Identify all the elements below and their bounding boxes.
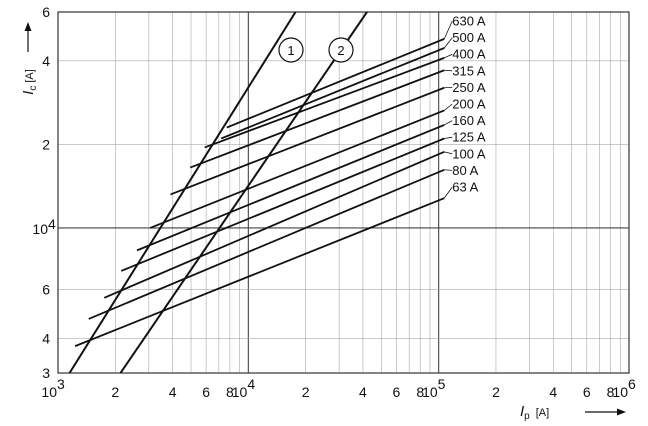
y-tick-label: 4 (42, 330, 50, 346)
series-leader (444, 53, 453, 59)
x-tick-label: 8 (416, 384, 424, 400)
x-tick-label: 8 (226, 384, 234, 400)
y-axis-title: Ic [A] (20, 69, 39, 95)
y-tick-label: 3 (42, 365, 50, 381)
series-leader (444, 69, 453, 72)
x-tick-label: 4 (359, 384, 367, 400)
series-label: 200 A (452, 97, 486, 112)
curves-layer (68, 12, 445, 373)
x-tick-label: 4 (169, 384, 177, 400)
x-tick-label: 8 (607, 384, 615, 400)
series-line-400a (204, 57, 445, 149)
x-tick-label: 10 (612, 384, 628, 400)
series-leader (444, 136, 453, 139)
series-line-630a (226, 38, 445, 129)
series-label: 100 A (452, 146, 486, 161)
series-line-63a (74, 197, 445, 347)
x-tick-label: 4 (549, 384, 557, 400)
series-leader (443, 186, 453, 199)
series-line-315a (189, 69, 445, 169)
x-axis-title: Ip [A] (520, 403, 549, 422)
y-tick-label: 6 (42, 281, 50, 297)
y-tick-label: 2 (42, 136, 50, 152)
series-leader (443, 37, 453, 49)
y-axis-arrow (24, 22, 32, 52)
svg-text:Ic[A]: Ic [A] (20, 69, 39, 95)
series-label: 80 A (452, 163, 478, 178)
x-axis-arrow (585, 408, 626, 416)
y-tick-label: 6 (42, 4, 50, 20)
x-axis-title-symbol: I (520, 403, 524, 420)
y-axis-unit: [A] (24, 69, 36, 82)
x-axis-unit: [A] (536, 407, 549, 419)
series-line-125a (120, 137, 445, 272)
boundary-curve-label: 1 (287, 43, 294, 58)
x-tick-label: 6 (393, 384, 401, 400)
series-leader (443, 20, 453, 40)
x-tick-label: 10 (41, 384, 57, 400)
boundary-curve-1 (68, 12, 297, 373)
x-tick-label: 2 (492, 384, 500, 400)
series-label: 125 A (452, 130, 486, 145)
series-label: 500 A (452, 30, 486, 45)
x-tick-label: 10 (422, 384, 438, 400)
series-line-250a (170, 86, 445, 196)
boundary-curve-label: 2 (337, 43, 344, 58)
series-label: 160 A (452, 113, 486, 128)
x-tick-exponent: 3 (57, 376, 65, 392)
x-tick-label: 10 (232, 384, 248, 400)
x-tick-label: 6 (583, 384, 591, 400)
series-label: 63 A (452, 180, 478, 195)
series-leader (444, 120, 453, 126)
boundary-curve-2 (119, 12, 368, 373)
series-label: 250 A (452, 80, 486, 95)
series-line-80a (88, 168, 445, 320)
x-tick-label: 6 (202, 384, 210, 400)
x-tick-exponent: 6 (628, 376, 636, 392)
y-axis-title-symbol: I (20, 91, 37, 95)
y-tick-exponent: 4 (48, 216, 56, 232)
series-line-160a (136, 124, 445, 252)
boundary-curve-marker (278, 37, 304, 63)
series-label: 400 A (452, 47, 486, 62)
boundary-curve-marker (328, 37, 354, 63)
series-leader (444, 103, 453, 111)
plot-frame (57, 11, 630, 374)
x-axis-title-subscript: p (524, 411, 530, 422)
series-label: 315 A (452, 63, 486, 78)
x-tick-exponent: 4 (247, 376, 255, 392)
series-line-100a (103, 151, 445, 299)
series-leader (444, 151, 453, 155)
x-tick-labels: 10 3 2 4 6 810 4 2 4 6 810 5 2 4 6 810 6 (41, 376, 636, 400)
series-line-200a (149, 109, 445, 229)
y-tick-label: 4 (42, 53, 50, 69)
series-leader (444, 169, 453, 171)
y-tick-label: 10 (32, 221, 48, 237)
x-tick-label: 2 (302, 384, 310, 400)
x-tick-label: 2 (111, 384, 119, 400)
x-tick-exponent: 5 (438, 376, 446, 392)
series-label: 630 A (452, 14, 486, 29)
y-axis-title-subscript: c (28, 86, 39, 91)
series-line-500a (220, 47, 445, 140)
